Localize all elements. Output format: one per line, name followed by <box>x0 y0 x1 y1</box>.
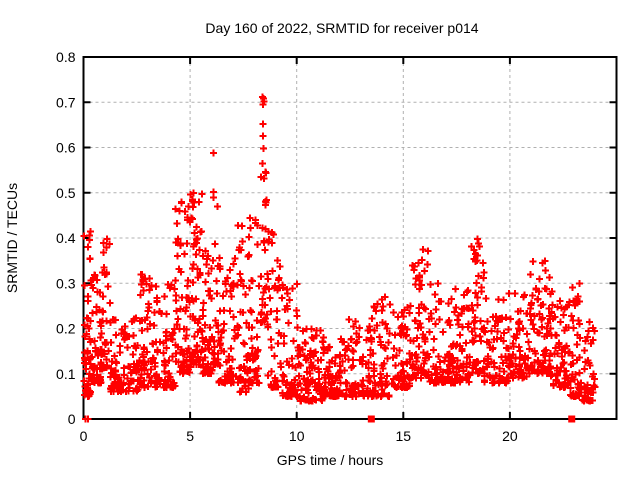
y-tick-label: 0.1 <box>56 366 76 382</box>
x-tick-label: 5 <box>186 428 194 444</box>
x-axis-label: GPS time / hours <box>277 452 384 468</box>
x-tick-label: 15 <box>396 428 412 444</box>
scatter-plus-markers <box>80 93 599 423</box>
y-tick-label: 0.3 <box>56 275 76 291</box>
tick-labels: 0 5 10 15 20 0 0.1 0.2 0.3 0.4 0.5 0.6 0.7 0.8 <box>56 49 518 444</box>
x-tick-label: 0 <box>80 428 88 444</box>
x-tick-label: 20 <box>502 428 518 444</box>
y-tick-label: 0.5 <box>56 185 76 201</box>
y-tick-label: 0.8 <box>56 49 76 65</box>
x-tick-label: 10 <box>289 428 305 444</box>
y-axis-label: SRMTID / TECUs <box>4 183 20 293</box>
y-tick-label: 0.2 <box>56 321 76 337</box>
square-marker <box>568 415 576 423</box>
square-marker <box>367 415 375 423</box>
chart-title: Day 160 of 2022, SRMTID for receiver p01… <box>205 20 478 36</box>
data-points <box>80 93 599 423</box>
y-tick-label: 0.6 <box>56 140 76 156</box>
y-tick-label: 0.7 <box>56 94 76 110</box>
y-tick-label: 0.4 <box>56 230 76 246</box>
y-tick-label: 0 <box>68 411 76 427</box>
